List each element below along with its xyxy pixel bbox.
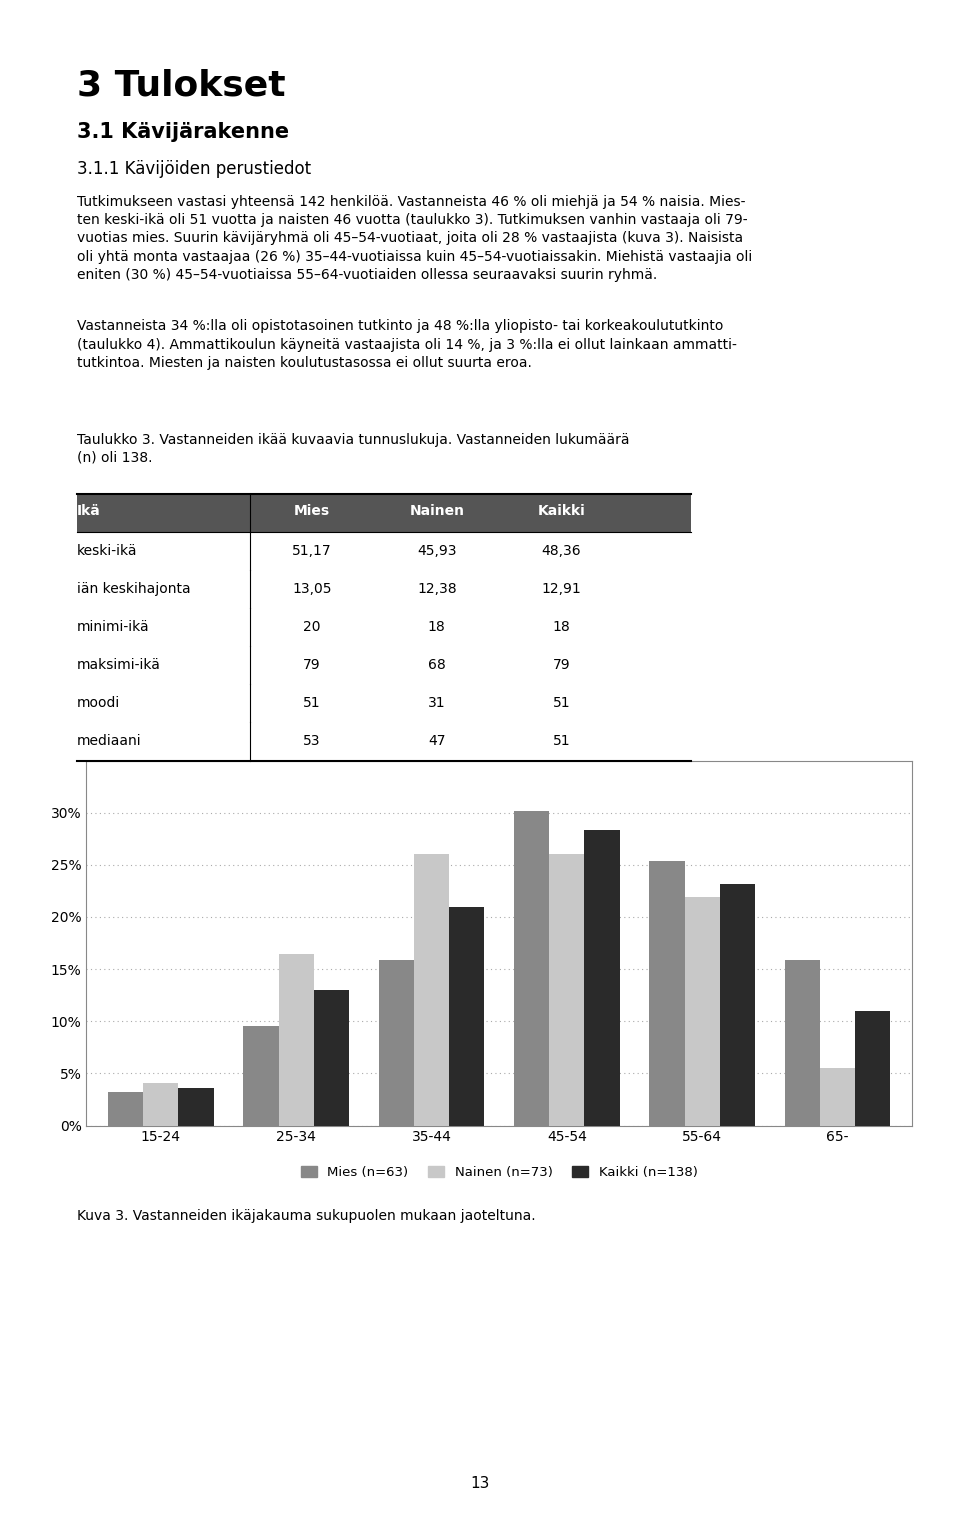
Text: 45,93: 45,93 — [417, 545, 457, 558]
Text: 13: 13 — [470, 1475, 490, 1491]
Text: 18: 18 — [553, 621, 570, 634]
Text: 68: 68 — [428, 659, 445, 672]
Bar — [684, 897, 720, 1126]
Text: 48,36: 48,36 — [541, 545, 582, 558]
Text: Nainen: Nainen — [409, 505, 465, 519]
Text: 47: 47 — [428, 735, 445, 748]
Text: 12,91: 12,91 — [541, 583, 582, 596]
Text: 53: 53 — [303, 735, 321, 748]
Text: 18: 18 — [428, 621, 445, 634]
Bar — [720, 884, 755, 1126]
Text: 51: 51 — [553, 697, 570, 710]
Text: Tutkimukseen vastasi yhteensä 142 henkilöä. Vastanneista 46 % oli miehjä ja 54 %: Tutkimukseen vastasi yhteensä 142 henkil… — [77, 195, 752, 283]
Text: Mies: Mies — [294, 505, 330, 519]
Text: 51: 51 — [553, 735, 570, 748]
Bar — [414, 855, 449, 1126]
Text: mediaani: mediaani — [77, 735, 141, 748]
Bar — [244, 1027, 278, 1126]
Text: maksimi-ikä: maksimi-ikä — [77, 659, 160, 672]
Bar — [108, 1092, 143, 1126]
Bar — [515, 811, 549, 1126]
Text: 31: 31 — [428, 697, 445, 710]
Bar — [855, 1011, 890, 1126]
Text: minimi-ikä: minimi-ikä — [77, 621, 150, 634]
Text: 13,05: 13,05 — [292, 583, 332, 596]
Bar — [179, 1088, 214, 1126]
Legend: Mies (n=63), Nainen (n=73), Kaikki (n=138): Mies (n=63), Nainen (n=73), Kaikki (n=13… — [296, 1161, 703, 1185]
Bar — [278, 955, 314, 1126]
Text: 12,38: 12,38 — [417, 583, 457, 596]
Text: 20: 20 — [303, 621, 321, 634]
Bar — [449, 907, 484, 1126]
Bar — [649, 861, 684, 1126]
Text: moodi: moodi — [77, 697, 120, 710]
Bar — [379, 960, 414, 1126]
Text: 51: 51 — [303, 697, 321, 710]
Text: Kuva 3. Vastanneiden ikäjakauma sukupuolen mukaan jaoteltuna.: Kuva 3. Vastanneiden ikäjakauma sukupuol… — [77, 1209, 536, 1223]
Text: 3 Tulokset: 3 Tulokset — [77, 68, 285, 102]
Bar — [143, 1083, 179, 1126]
Text: 79: 79 — [303, 659, 321, 672]
Text: keski-ikä: keski-ikä — [77, 545, 137, 558]
Text: 79: 79 — [553, 659, 570, 672]
Text: Ikä: Ikä — [77, 505, 101, 519]
Text: Vastanneista 34 %:lla oli opistotasoinen tutkinto ja 48 %:lla yliopisto- tai kor: Vastanneista 34 %:lla oli opistotasoinen… — [77, 319, 736, 370]
Text: 3.1 Kävijärakenne: 3.1 Kävijärakenne — [77, 122, 289, 141]
Text: iän keskihajonta: iän keskihajonta — [77, 583, 190, 596]
Bar — [784, 960, 820, 1126]
Text: Taulukko 3. Vastanneiden ikää kuvaavia tunnuslukuja. Vastanneiden lukumäärä
(n) : Taulukko 3. Vastanneiden ikää kuvaavia t… — [77, 433, 630, 465]
Text: 3.1.1 Kävijöiden perustiedot: 3.1.1 Kävijöiden perustiedot — [77, 160, 311, 178]
Bar — [314, 990, 349, 1126]
Bar — [585, 830, 619, 1126]
Bar — [820, 1068, 855, 1126]
Text: Kaikki: Kaikki — [538, 505, 586, 519]
Bar — [549, 855, 585, 1126]
Text: 51,17: 51,17 — [292, 545, 332, 558]
